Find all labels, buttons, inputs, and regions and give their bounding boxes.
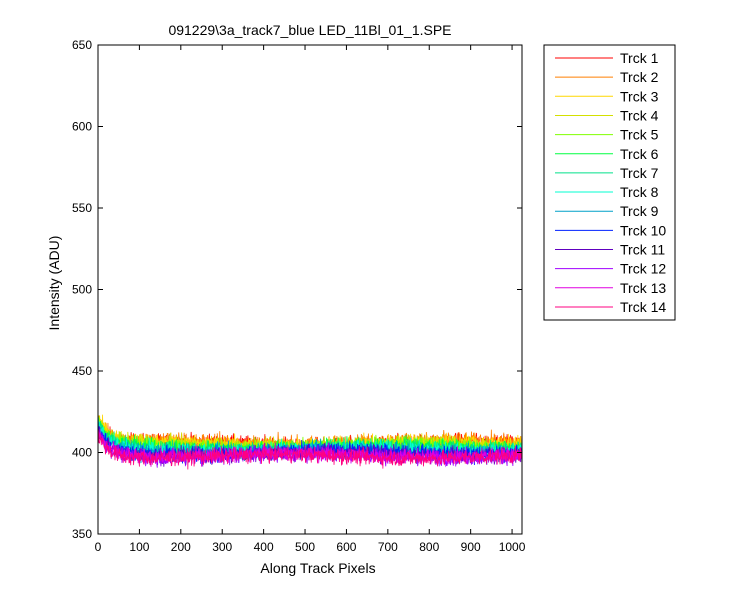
y-tick-label: 350 <box>72 527 92 541</box>
x-tick-label: 500 <box>295 540 315 554</box>
legend: Trck 1 Trck 2 Trck 3 Trck 4 Trck 5 Trck 6 Trck… <box>543 44 676 321</box>
legend-label-11: Trck 11 <box>620 242 665 258</box>
legend-label-1: Trck 1 <box>620 50 659 66</box>
y-tick-label: 600 <box>72 120 92 134</box>
x-tick-label: 600 <box>336 540 356 554</box>
legend-label-3: Trck 3 <box>620 88 659 104</box>
series-layer <box>97 414 522 470</box>
tick-layer: 0 100 200 300 400 500 600 700 800 900 1000 350 400 45… <box>72 38 526 554</box>
x-tick-label: 1000 <box>499 540 526 554</box>
legend-label-14: Trck 14 <box>620 299 666 315</box>
legend-label-4: Trck 4 <box>620 107 659 123</box>
x-tick-label: 400 <box>254 540 274 554</box>
chart-title: 091229\3a_track7_blue LED_11Bl_01_1.SPE <box>168 22 451 38</box>
legend-label-9: Trck 9 <box>620 203 659 219</box>
legend-entries: Trck 1 Trck 2 Trck 3 Trck 4 Trck 5 Trck 6 Trck… <box>555 50 666 315</box>
legend-label-8: Trck 8 <box>620 184 659 200</box>
x-tick-label: 100 <box>129 540 149 554</box>
y-tick-label: 500 <box>72 283 92 297</box>
legend-label-2: Trck 2 <box>620 69 659 85</box>
x-tick-label: 900 <box>461 540 481 554</box>
y-tick-label: 550 <box>72 201 92 215</box>
x-tick-label: 700 <box>378 540 398 554</box>
legend-label-6: Trck 6 <box>620 146 659 162</box>
y-tick-label: 650 <box>72 38 92 52</box>
y-tick-label: 450 <box>72 364 92 378</box>
x-axis-label: Along Track Pixels <box>260 560 375 576</box>
x-tick-label: 800 <box>419 540 439 554</box>
legend-box <box>543 44 676 321</box>
legend-label-5: Trck 5 <box>620 127 659 143</box>
x-tick-label: 300 <box>212 540 232 554</box>
x-tick-label: 0 <box>95 540 102 554</box>
y-tick-label: 400 <box>72 446 92 460</box>
legend-label-10: Trck 10 <box>620 222 666 238</box>
legend-label-7: Trck 7 <box>620 165 659 181</box>
legend-label-12: Trck 12 <box>620 261 666 277</box>
series-line-14 <box>97 429 522 470</box>
y-axis-label: Intensity (ADU) <box>46 236 62 331</box>
legend-label-13: Trck 13 <box>620 280 666 296</box>
x-tick-label: 200 <box>171 540 191 554</box>
